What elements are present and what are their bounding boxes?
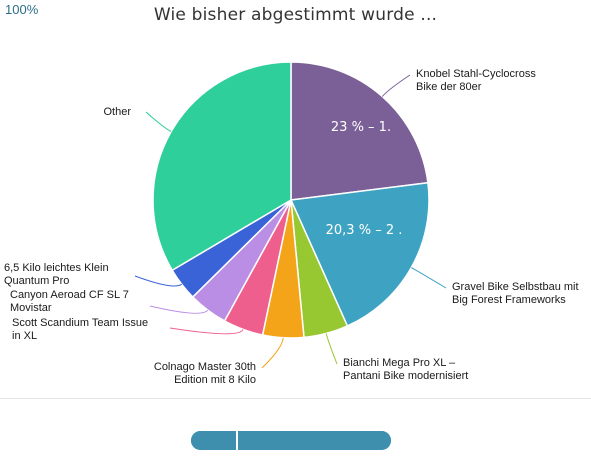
slice-legend-label-8: Other: [103, 106, 131, 118]
connector-line-3: [325, 333, 338, 365]
progress-separator: [236, 431, 238, 450]
connector-line-2: [411, 267, 447, 289]
slice-legend-label-4: Colnago Master 30th Edition mit 8 Kilo: [154, 361, 256, 386]
connector-line-4: [261, 337, 284, 369]
slice-legend-label-5: Scott Scandium Team Issue in XL: [12, 317, 148, 342]
divider: [0, 398, 591, 399]
slice-legend-label-6: Canyon Aeroad CF SL 7 Movistar: [10, 289, 129, 314]
connector-line-7: [134, 275, 183, 287]
pie-slice-1[interactable]: [290, 61, 429, 201]
slice-data-label-1: 23 % – 1.: [331, 120, 391, 135]
connector-line-5: [169, 327, 244, 335]
connector-line-1: [381, 74, 411, 97]
slice-data-label-2: 20,3 % – 2 .: [326, 223, 403, 238]
pie-slice-8[interactable]: [152, 61, 292, 272]
progress-label: 100%: [2, 1, 42, 18]
slice-legend-label-7: 6,5 Kilo leichtes Klein Quantum Pro: [4, 262, 109, 287]
progress-bar: [191, 431, 391, 450]
slice-legend-label-1: Knobel Stahl-Cyclocross Bike der 80er: [416, 68, 536, 93]
progress-fill: [191, 431, 391, 450]
slice-legend-label-2: Gravel Bike Selbstbau mit Big Forest Fram…: [452, 281, 579, 306]
chart-title: Wie bisher abgestimmt wurde ...: [153, 5, 438, 25]
connector-line-8: [145, 111, 172, 133]
connector-line-6: [149, 305, 209, 314]
slice-legend-label-3: Bianchi Mega Pro XL – Pantani Bike modern…: [343, 357, 468, 382]
pie-chart: Knobel Stahl-Cyclocross Bike der 80er Grav…: [4, 61, 579, 386]
